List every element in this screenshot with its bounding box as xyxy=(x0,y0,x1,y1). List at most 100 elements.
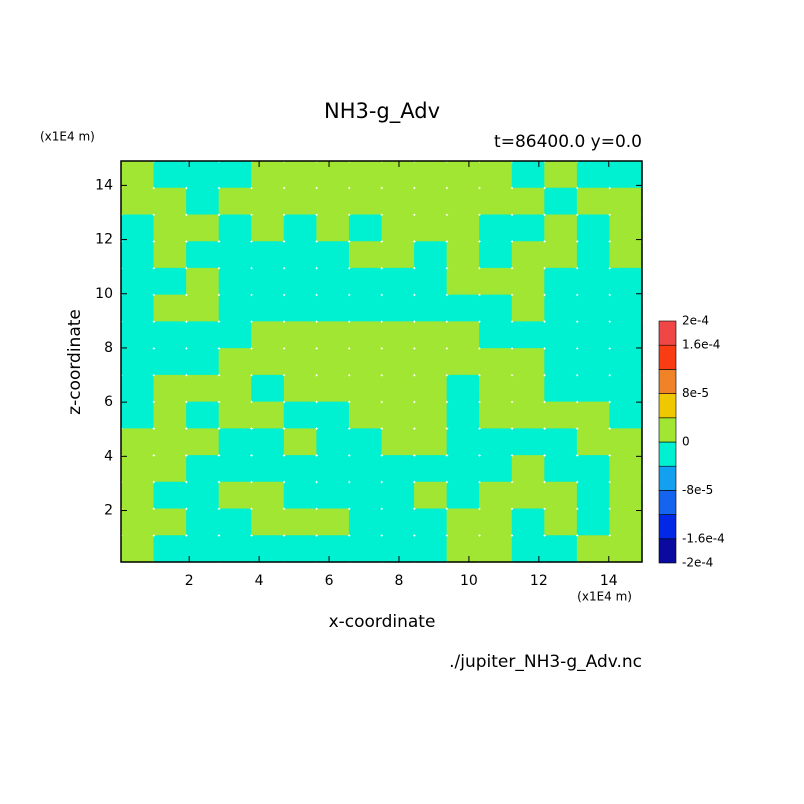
field-cell xyxy=(609,294,643,322)
field-cell xyxy=(283,267,317,296)
x-axis-label: x-coordinate xyxy=(329,612,436,632)
field-cell xyxy=(609,214,643,242)
field-cell xyxy=(479,267,513,296)
field-cell xyxy=(576,455,611,483)
field-cell xyxy=(544,535,578,563)
field-cell xyxy=(446,267,480,296)
field-cell xyxy=(544,481,578,510)
colorbar-bin xyxy=(658,369,677,394)
field-cell xyxy=(414,267,448,296)
field-cell xyxy=(479,508,513,536)
field-cell xyxy=(414,428,448,456)
field-cell xyxy=(348,267,383,296)
field-cell xyxy=(381,161,415,189)
field-cell xyxy=(576,161,611,189)
y-tick-label: 6 xyxy=(104,394,113,410)
field-cell xyxy=(479,348,513,376)
field-cell xyxy=(251,321,285,349)
field-cell xyxy=(381,535,415,563)
field-cell xyxy=(609,161,643,189)
field-cell xyxy=(348,508,383,536)
field-cell xyxy=(544,294,578,322)
field-cell xyxy=(218,348,252,376)
field-cell xyxy=(446,428,480,456)
field-cell xyxy=(251,161,285,189)
field-cell xyxy=(576,374,611,403)
field-cell xyxy=(381,348,415,376)
field-cell xyxy=(186,374,220,403)
field-cell xyxy=(414,348,448,376)
field-cell xyxy=(121,508,155,536)
field-cell xyxy=(544,267,578,296)
field-cell xyxy=(251,401,285,429)
field-cell xyxy=(153,374,187,403)
y-tick-label: 4 xyxy=(104,448,113,464)
field-cell xyxy=(251,214,285,242)
field-cell xyxy=(381,428,415,456)
field-cell xyxy=(121,267,155,296)
field-cell xyxy=(348,214,383,242)
field-cell xyxy=(381,321,415,349)
field-cell xyxy=(186,508,220,536)
field-cell xyxy=(316,187,350,216)
field-cell xyxy=(446,508,480,536)
field-cell xyxy=(153,267,187,296)
field-cell xyxy=(251,535,285,563)
field-cell xyxy=(381,508,415,536)
field-cell xyxy=(121,481,155,510)
field-cell xyxy=(511,374,545,403)
x-tick-label: 10 xyxy=(460,573,478,589)
field-cell xyxy=(479,401,513,429)
field-cell xyxy=(511,267,545,296)
field-cell xyxy=(283,481,317,510)
field-cell xyxy=(121,428,155,456)
field-cell xyxy=(218,401,252,429)
field-cell xyxy=(414,535,448,563)
field-cell xyxy=(511,428,545,456)
field-cell xyxy=(446,294,480,322)
x-tick-label: 4 xyxy=(255,573,264,589)
field-cell xyxy=(348,241,383,269)
field-cell xyxy=(251,455,285,483)
field-cell xyxy=(121,455,155,483)
field-cell xyxy=(381,214,415,242)
field-cell xyxy=(479,161,513,189)
x-tick-label: 14 xyxy=(600,573,618,589)
colorbar-bin xyxy=(658,344,677,370)
field-cell xyxy=(153,428,187,456)
field-cell xyxy=(511,401,545,429)
field-cell xyxy=(218,294,252,322)
field-cell xyxy=(153,321,187,349)
field-cell xyxy=(153,214,187,242)
field-cell xyxy=(381,187,415,216)
field-cell xyxy=(381,455,415,483)
field-cell xyxy=(446,481,480,510)
field-cell xyxy=(283,294,317,322)
x-tick-label: 12 xyxy=(530,573,548,589)
chart-title: NH3-g_Adv xyxy=(324,99,440,124)
field-cell xyxy=(414,241,448,269)
field-cell xyxy=(609,401,643,429)
field-cell xyxy=(283,321,317,349)
field-cell xyxy=(446,214,480,242)
colorbar-bin xyxy=(658,514,677,540)
field-cell xyxy=(316,321,350,349)
field-cell xyxy=(609,187,643,216)
field-cell xyxy=(511,321,545,349)
field-cell xyxy=(121,187,155,216)
colorbar-bin xyxy=(658,417,677,443)
field-cell xyxy=(348,321,383,349)
field-cell xyxy=(576,508,611,536)
field-cell xyxy=(121,348,155,376)
field-cell xyxy=(283,455,317,483)
field-cell xyxy=(609,241,643,269)
field-cell xyxy=(153,294,187,322)
field-cell xyxy=(121,321,155,349)
field-cell xyxy=(316,535,350,563)
field-cell xyxy=(414,161,448,189)
field-cell xyxy=(186,267,220,296)
field-cell xyxy=(316,508,350,536)
field-cell xyxy=(251,348,285,376)
field-cell xyxy=(576,401,611,429)
